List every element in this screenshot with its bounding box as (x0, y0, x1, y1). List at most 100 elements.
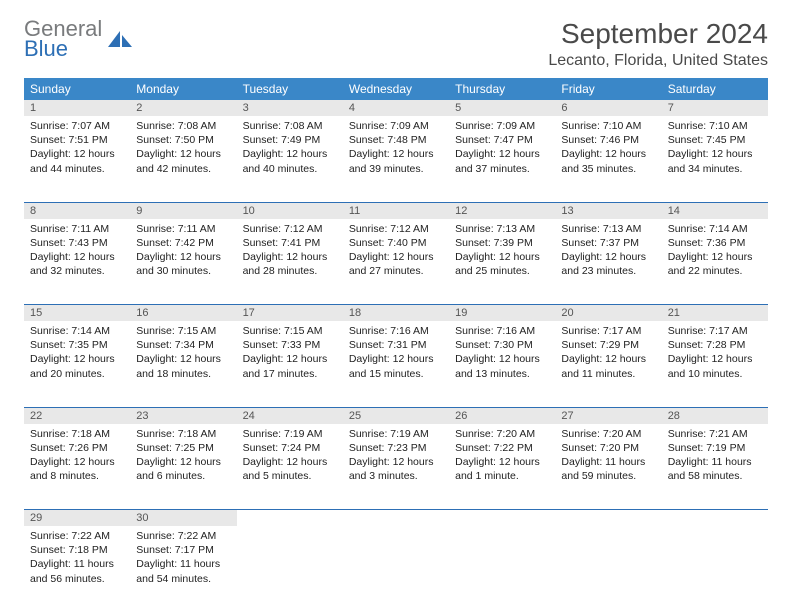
sunset-text: Sunset: 7:41 PM (243, 236, 337, 250)
day-number-row: 15161718192021 (24, 305, 768, 322)
sunset-text: Sunset: 7:22 PM (455, 441, 549, 455)
sunrise-text: Sunrise: 7:15 AM (243, 324, 337, 338)
sunset-text: Sunset: 7:40 PM (349, 236, 443, 250)
daylight-text: Daylight: 12 hours and 18 minutes. (136, 352, 230, 380)
title-block: September 2024 Lecanto, Florida, United … (548, 18, 768, 70)
sunset-text: Sunset: 7:37 PM (561, 236, 655, 250)
day-cell: Sunrise: 7:14 AMSunset: 7:36 PMDaylight:… (662, 219, 768, 305)
daylight-text: Daylight: 12 hours and 32 minutes. (30, 250, 124, 278)
day-number: 9 (130, 202, 236, 219)
day-cell: Sunrise: 7:19 AMSunset: 7:23 PMDaylight:… (343, 424, 449, 510)
day-cell: Sunrise: 7:08 AMSunset: 7:49 PMDaylight:… (237, 116, 343, 202)
sunrise-text: Sunrise: 7:14 AM (30, 324, 124, 338)
daylight-text: Daylight: 12 hours and 11 minutes. (561, 352, 655, 380)
day-number (237, 510, 343, 527)
day-number: 16 (130, 305, 236, 322)
day-number: 21 (662, 305, 768, 322)
day-number-row: 891011121314 (24, 202, 768, 219)
day-number: 13 (555, 202, 661, 219)
sunrise-text: Sunrise: 7:18 AM (30, 427, 124, 441)
sunrise-text: Sunrise: 7:14 AM (668, 222, 762, 236)
day-number (555, 510, 661, 527)
day-cell: Sunrise: 7:21 AMSunset: 7:19 PMDaylight:… (662, 424, 768, 510)
daylight-text: Daylight: 12 hours and 1 minute. (455, 455, 549, 483)
sunset-text: Sunset: 7:49 PM (243, 133, 337, 147)
daylight-text: Daylight: 12 hours and 15 minutes. (349, 352, 443, 380)
day-number: 29 (24, 510, 130, 527)
day-number: 20 (555, 305, 661, 322)
sunrise-text: Sunrise: 7:09 AM (455, 119, 549, 133)
day-number: 25 (343, 407, 449, 424)
day-cell: Sunrise: 7:13 AMSunset: 7:37 PMDaylight:… (555, 219, 661, 305)
day-body-row: Sunrise: 7:22 AMSunset: 7:18 PMDaylight:… (24, 526, 768, 612)
day-number: 18 (343, 305, 449, 322)
sunset-text: Sunset: 7:30 PM (455, 338, 549, 352)
page-title: September 2024 (548, 18, 768, 50)
daylight-text: Daylight: 12 hours and 35 minutes. (561, 147, 655, 175)
day-number: 5 (449, 100, 555, 116)
day-header-row: Sunday Monday Tuesday Wednesday Thursday… (24, 78, 768, 100)
sunrise-text: Sunrise: 7:12 AM (349, 222, 443, 236)
sunrise-text: Sunrise: 7:16 AM (455, 324, 549, 338)
day-cell (343, 526, 449, 612)
day-number-row: 1234567 (24, 100, 768, 116)
sunrise-text: Sunrise: 7:07 AM (30, 119, 124, 133)
sunset-text: Sunset: 7:23 PM (349, 441, 443, 455)
sunset-text: Sunset: 7:47 PM (455, 133, 549, 147)
sunset-text: Sunset: 7:34 PM (136, 338, 230, 352)
calendar-table: Sunday Monday Tuesday Wednesday Thursday… (24, 78, 768, 612)
sunrise-text: Sunrise: 7:10 AM (668, 119, 762, 133)
day-number (343, 510, 449, 527)
day-number-row: 22232425262728 (24, 407, 768, 424)
day-number: 14 (662, 202, 768, 219)
sunrise-text: Sunrise: 7:11 AM (136, 222, 230, 236)
day-cell: Sunrise: 7:12 AMSunset: 7:40 PMDaylight:… (343, 219, 449, 305)
day-number: 22 (24, 407, 130, 424)
sunset-text: Sunset: 7:25 PM (136, 441, 230, 455)
sunset-text: Sunset: 7:29 PM (561, 338, 655, 352)
logo-sail-icon (106, 29, 136, 49)
sunrise-text: Sunrise: 7:13 AM (561, 222, 655, 236)
day-body-row: Sunrise: 7:18 AMSunset: 7:26 PMDaylight:… (24, 424, 768, 510)
sunset-text: Sunset: 7:45 PM (668, 133, 762, 147)
day-cell (237, 526, 343, 612)
sunrise-text: Sunrise: 7:10 AM (561, 119, 655, 133)
sunset-text: Sunset: 7:24 PM (243, 441, 337, 455)
daylight-text: Daylight: 12 hours and 20 minutes. (30, 352, 124, 380)
sunset-text: Sunset: 7:28 PM (668, 338, 762, 352)
day-number: 23 (130, 407, 236, 424)
daylight-text: Daylight: 12 hours and 40 minutes. (243, 147, 337, 175)
day-cell: Sunrise: 7:08 AMSunset: 7:50 PMDaylight:… (130, 116, 236, 202)
day-cell: Sunrise: 7:18 AMSunset: 7:25 PMDaylight:… (130, 424, 236, 510)
day-number: 11 (343, 202, 449, 219)
sunset-text: Sunset: 7:39 PM (455, 236, 549, 250)
day-number (449, 510, 555, 527)
day-number: 28 (662, 407, 768, 424)
day-cell: Sunrise: 7:19 AMSunset: 7:24 PMDaylight:… (237, 424, 343, 510)
sunrise-text: Sunrise: 7:08 AM (243, 119, 337, 133)
sunrise-text: Sunrise: 7:09 AM (349, 119, 443, 133)
day-cell: Sunrise: 7:17 AMSunset: 7:28 PMDaylight:… (662, 321, 768, 407)
daylight-text: Daylight: 12 hours and 39 minutes. (349, 147, 443, 175)
sunrise-text: Sunrise: 7:11 AM (30, 222, 124, 236)
day-cell: Sunrise: 7:13 AMSunset: 7:39 PMDaylight:… (449, 219, 555, 305)
daylight-text: Daylight: 12 hours and 34 minutes. (668, 147, 762, 175)
daylight-text: Daylight: 12 hours and 6 minutes. (136, 455, 230, 483)
daylight-text: Daylight: 12 hours and 22 minutes. (668, 250, 762, 278)
daylight-text: Daylight: 12 hours and 27 minutes. (349, 250, 443, 278)
day-cell: Sunrise: 7:11 AMSunset: 7:42 PMDaylight:… (130, 219, 236, 305)
sunrise-text: Sunrise: 7:17 AM (668, 324, 762, 338)
day-cell: Sunrise: 7:15 AMSunset: 7:33 PMDaylight:… (237, 321, 343, 407)
sunset-text: Sunset: 7:46 PM (561, 133, 655, 147)
logo-word2: Blue (24, 38, 102, 60)
daylight-text: Daylight: 12 hours and 42 minutes. (136, 147, 230, 175)
day-number (662, 510, 768, 527)
daylight-text: Daylight: 12 hours and 23 minutes. (561, 250, 655, 278)
sunset-text: Sunset: 7:36 PM (668, 236, 762, 250)
day-header: Thursday (449, 78, 555, 100)
day-number: 15 (24, 305, 130, 322)
day-cell: Sunrise: 7:09 AMSunset: 7:48 PMDaylight:… (343, 116, 449, 202)
daylight-text: Daylight: 12 hours and 25 minutes. (455, 250, 549, 278)
sunrise-text: Sunrise: 7:13 AM (455, 222, 549, 236)
day-cell: Sunrise: 7:14 AMSunset: 7:35 PMDaylight:… (24, 321, 130, 407)
